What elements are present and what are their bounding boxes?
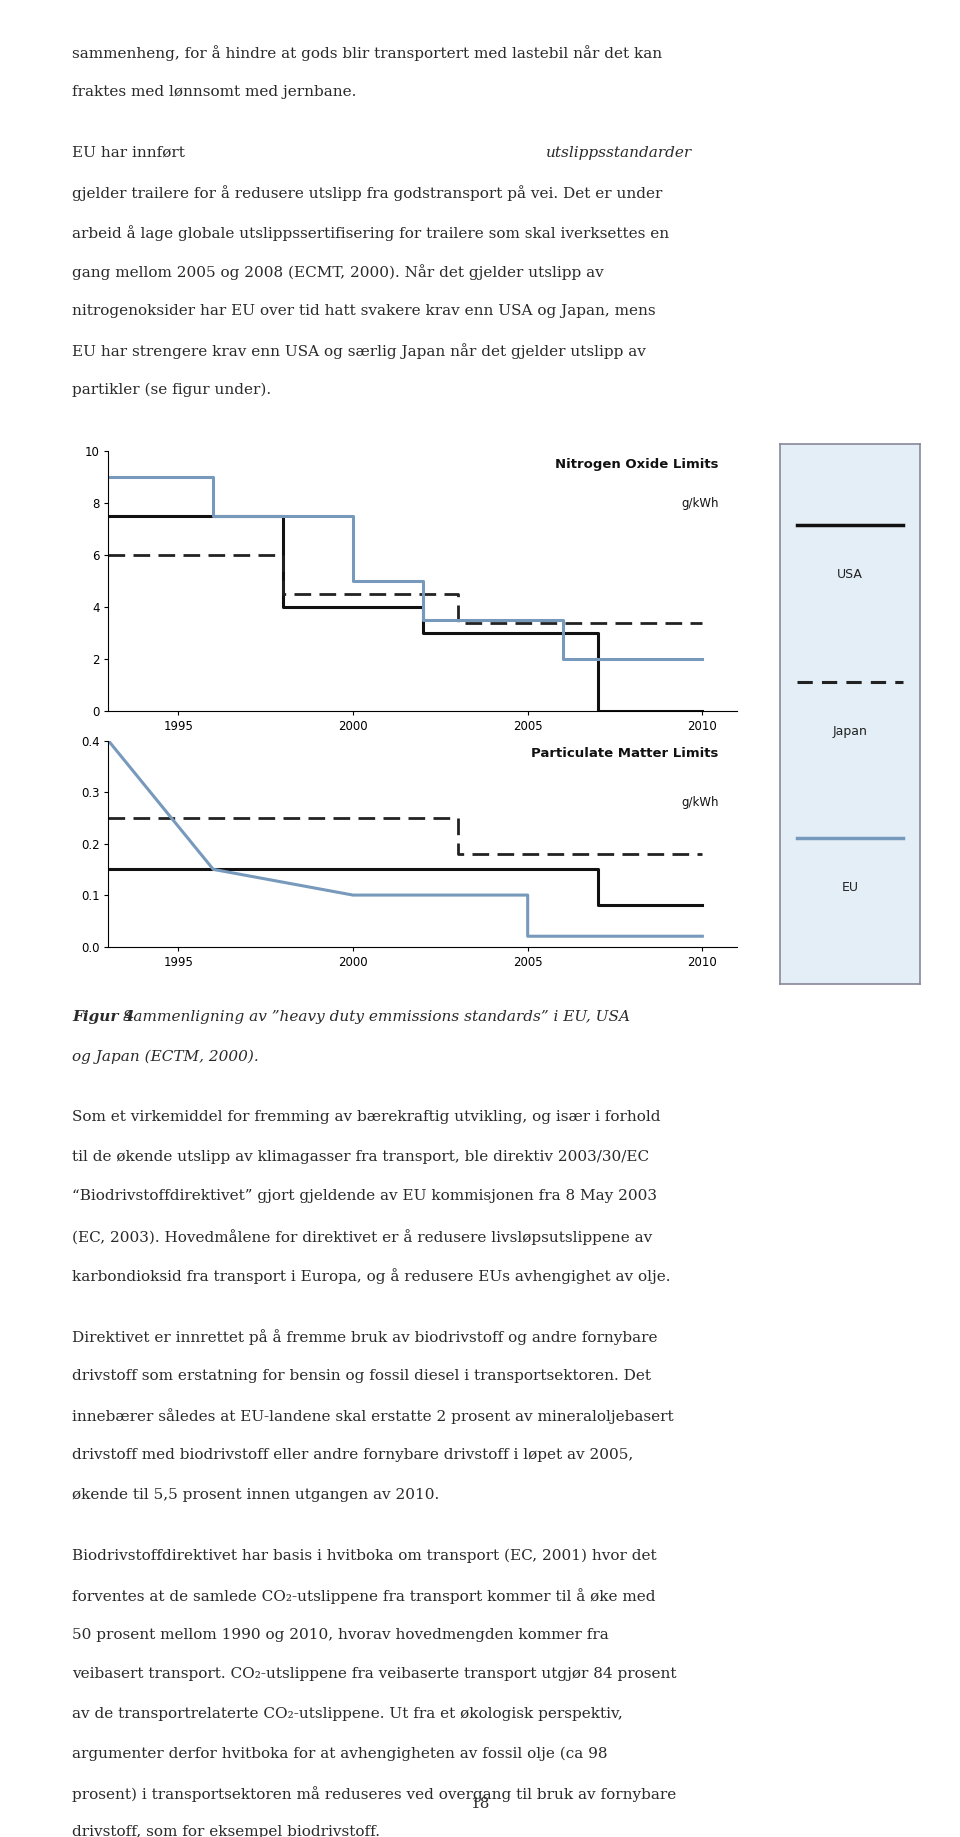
Text: veibasert transport. CO₂-utslippene fra veibaserte transport utgjør 84 prosent: veibasert transport. CO₂-utslippene fra … bbox=[72, 1668, 677, 1681]
Text: Som et virkemiddel for fremming av bærekraftig utvikling, og især i forhold: Som et virkemiddel for fremming av bærek… bbox=[72, 1110, 660, 1124]
Text: nitrogenoksider har EU over tid hatt svakere krav enn USA og Japan, mens: nitrogenoksider har EU over tid hatt sva… bbox=[72, 303, 656, 318]
Text: EU har innført: EU har innført bbox=[72, 145, 190, 160]
Text: gjelder trailere for å redusere utslipp fra godstransport på vei. Det er under: gjelder trailere for å redusere utslipp … bbox=[72, 186, 662, 200]
Text: EU: EU bbox=[842, 882, 858, 895]
Text: og Japan (ECTM, 2000).: og Japan (ECTM, 2000). bbox=[72, 1049, 259, 1064]
Text: Nitrogen Oxide Limits: Nitrogen Oxide Limits bbox=[555, 459, 718, 472]
Text: Sammenligning av ”heavy duty emmissions standards” i EU, USA: Sammenligning av ”heavy duty emmissions … bbox=[118, 1010, 630, 1023]
Text: arbeid å lage globale utslippssertifisering for trailere som skal iverksettes en: arbeid å lage globale utslippssertifiser… bbox=[72, 224, 669, 241]
Text: gang mellom 2005 og 2008 (ECMT, 2000). Når det gjelder utslipp av: gang mellom 2005 og 2008 (ECMT, 2000). N… bbox=[72, 265, 604, 279]
Text: Biodrivstoffdirektivet har basis i hvitboka om transport (EC, 2001) hvor det: Biodrivstoffdirektivet har basis i hvitb… bbox=[72, 1549, 657, 1563]
Text: 18: 18 bbox=[470, 1797, 490, 1811]
Text: utslippsstandarder: utslippsstandarder bbox=[545, 145, 692, 160]
Text: Japan: Japan bbox=[832, 726, 868, 738]
Text: EU har strengere krav enn USA og særlig Japan når det gjelder utslipp av: EU har strengere krav enn USA og særlig … bbox=[72, 344, 646, 358]
Text: argumenter derfor hvitboka for at avhengigheten av fossil olje (ca 98: argumenter derfor hvitboka for at avheng… bbox=[72, 1747, 608, 1760]
Text: sammenheng, for å hindre at gods blir transportert med lastebil når det kan: sammenheng, for å hindre at gods blir tr… bbox=[72, 44, 662, 61]
Text: av de transportrelaterte CO₂-utslippene. Ut fra et økologisk perspektiv,: av de transportrelaterte CO₂-utslippene.… bbox=[72, 1707, 623, 1721]
Text: prosent) i transportsektoren må reduseres ved overgang til bruk av fornybare: prosent) i transportsektoren må redusere… bbox=[72, 1786, 676, 1802]
Text: Direktivet er innrettet på å fremme bruk av biodrivstoff og andre fornybare: Direktivet er innrettet på å fremme bruk… bbox=[72, 1330, 658, 1345]
Text: fraktes med lønnsomt med jernbane.: fraktes med lønnsomt med jernbane. bbox=[72, 85, 356, 99]
Text: karbondioksid fra transport i Europa, og å redusere EUs avhengighet av olje.: karbondioksid fra transport i Europa, og… bbox=[72, 1268, 670, 1284]
Text: (EC, 2003). Hovedmålene for direktivet er å redusere livsløpsutslippene av: (EC, 2003). Hovedmålene for direktivet e… bbox=[72, 1229, 652, 1245]
Text: til de økende utslipp av klimagasser fra transport, ble direktiv 2003/30/EC: til de økende utslipp av klimagasser fra… bbox=[72, 1150, 649, 1165]
Text: partikler (se figur under).: partikler (se figur under). bbox=[72, 382, 271, 397]
Text: innebærer således at EU-landene skal erstatte 2 prosent av mineraloljebasert: innebærer således at EU-landene skal ers… bbox=[72, 1409, 674, 1424]
Text: forventes at de samlede CO₂-utslippene fra transport kommer til å øke med: forventes at de samlede CO₂-utslippene f… bbox=[72, 1589, 656, 1604]
Text: USA: USA bbox=[837, 568, 863, 580]
Text: økende til 5,5 prosent innen utgangen av 2010.: økende til 5,5 prosent innen utgangen av… bbox=[72, 1488, 440, 1501]
Text: 50 prosent mellom 1990 og 2010, hvorav hovedmengden kommer fra: 50 prosent mellom 1990 og 2010, hvorav h… bbox=[72, 1628, 609, 1642]
Text: drivstoff med biodrivstoff eller andre fornybare drivstoff i løpet av 2005,: drivstoff med biodrivstoff eller andre f… bbox=[72, 1448, 634, 1462]
Text: “Biodrivstoffdirektivet” gjort gjeldende av EU kommisjonen fra 8 May 2003: “Biodrivstoffdirektivet” gjort gjeldende… bbox=[72, 1189, 657, 1203]
Text: drivstoff, som for eksempel biodrivstoff.: drivstoff, som for eksempel biodrivstoff… bbox=[72, 1826, 380, 1837]
Text: Figur 4: Figur 4 bbox=[72, 1010, 134, 1023]
Text: g/kWh: g/kWh bbox=[681, 795, 718, 810]
Text: Particulate Matter Limits: Particulate Matter Limits bbox=[531, 748, 718, 761]
Text: g/kWh: g/kWh bbox=[681, 498, 718, 511]
Text: drivstoff som erstatning for bensin og fossil diesel i transportsektoren. Det: drivstoff som erstatning for bensin og f… bbox=[72, 1369, 651, 1383]
